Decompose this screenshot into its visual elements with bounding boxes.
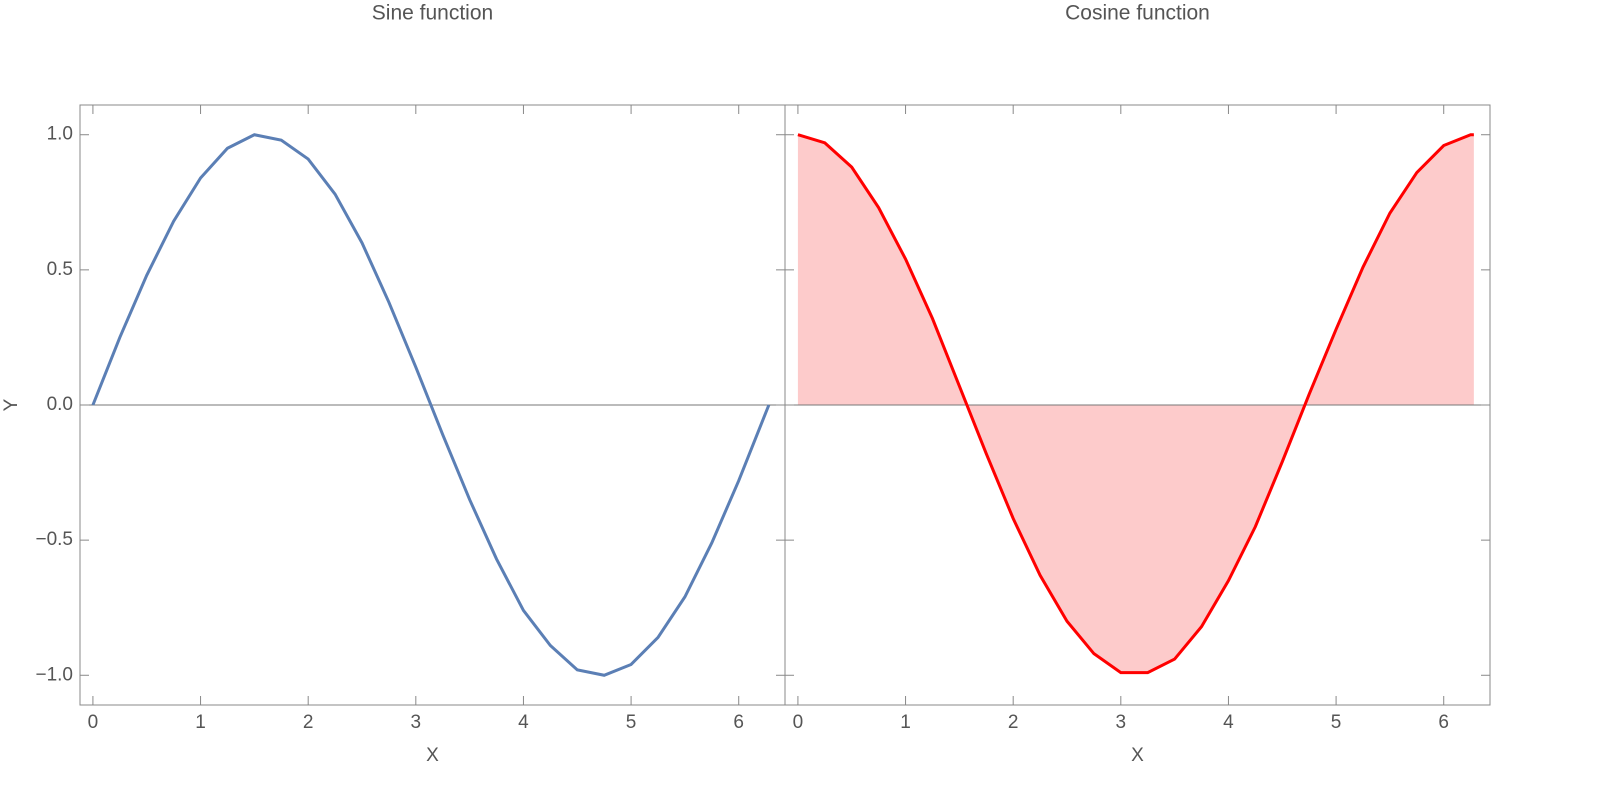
area-fill [797, 134, 1474, 673]
x-tick-label: 6 [1438, 712, 1449, 733]
x-tick-label: 6 [733, 712, 744, 733]
x-tick-label: 2 [1008, 712, 1019, 733]
x-axis-label: X [426, 745, 439, 766]
line [797, 133, 1474, 675]
x-tick-label: 4 [518, 712, 529, 733]
x-tick-label: 2 [303, 712, 314, 733]
x-tick-label: 5 [1331, 712, 1342, 733]
line [91, 133, 771, 677]
chart-title: Cosine function [1065, 2, 1210, 25]
x-tick-label: 3 [411, 712, 422, 733]
y-tick-label: 0.5 [47, 259, 73, 280]
x-tick-label: 4 [1223, 712, 1234, 733]
x-tick-label: 0 [88, 712, 99, 733]
y-axis-label: Y [1, 398, 22, 411]
x-tick-label: 3 [1116, 712, 1127, 733]
x-tick-label: 5 [626, 712, 637, 733]
y-tick-label: 1.0 [47, 124, 73, 145]
x-axis-label: X [1131, 745, 1144, 766]
y-tick-label: −1.0 [35, 664, 73, 685]
x-tick-label: 0 [793, 712, 804, 733]
chart-title: Sine function [372, 2, 493, 25]
y-tick-label: −0.5 [35, 529, 73, 550]
x-tick-label: 1 [195, 712, 206, 733]
x-tick-label: 1 [900, 712, 911, 733]
y-tick-label: 0.0 [47, 394, 73, 415]
